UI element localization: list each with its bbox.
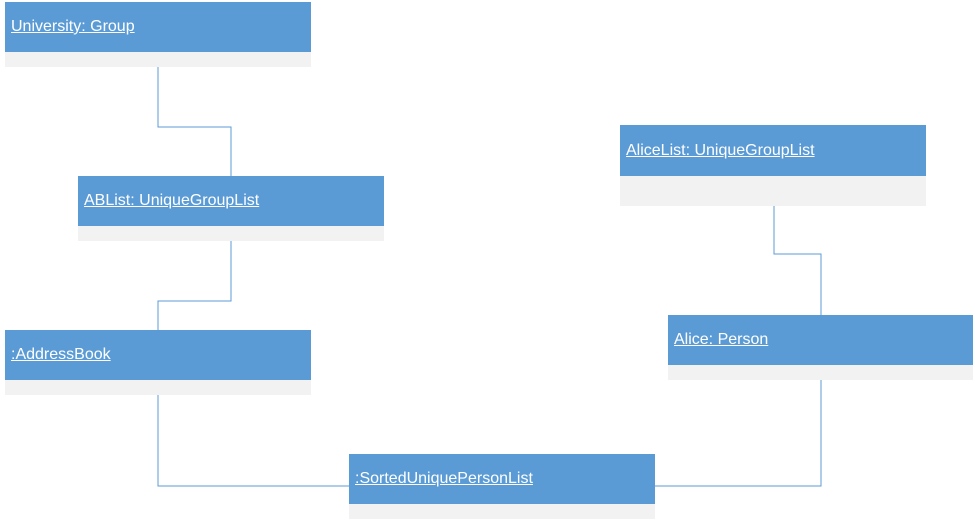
object-label: University: Group — [11, 18, 135, 35]
object-label: AliceList: UniqueGroupList — [626, 141, 815, 159]
object-sorted-unique-person-list: :SortedUniquePersonList — [349, 454, 655, 519]
link-addressbook-sortedlist — [157, 395, 349, 487]
link-sortedlist-alice — [655, 380, 822, 487]
link-university-ablist — [157, 67, 232, 176]
link-alicelist-alice — [773, 206, 822, 315]
object-label: :SortedUniquePersonList — [355, 470, 533, 487]
link-ablist-addressbook — [157, 241, 232, 330]
object-alice-person: Alice: Person — [668, 315, 973, 380]
object-label: Alice: Person — [674, 331, 769, 348]
object-ablist: ABList: UniqueGroupList — [78, 176, 384, 241]
object-addressbook: :AddressBook — [5, 330, 311, 395]
object-university-group: University: Group — [5, 2, 311, 67]
object-label: ABList: UniqueGroupList — [84, 192, 260, 209]
object-alicelist: AliceList: UniqueGroupList — [620, 125, 926, 206]
object-label: :AddressBook — [11, 346, 111, 363]
